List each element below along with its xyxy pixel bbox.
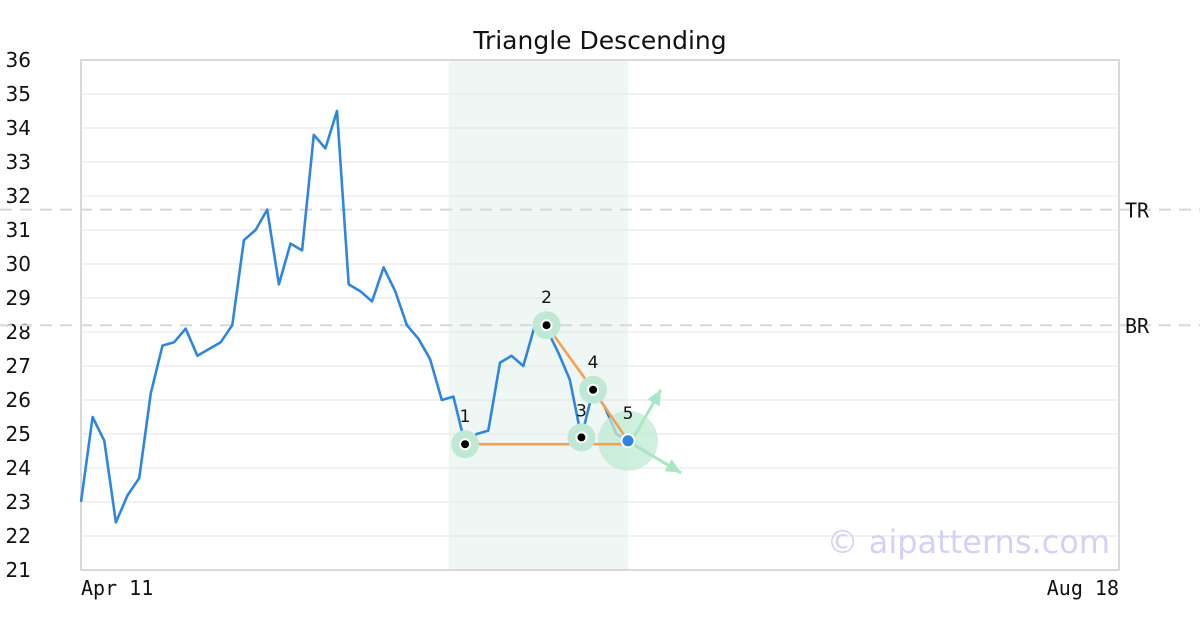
- pattern-point: [459, 438, 472, 451]
- pattern-point-label: 3: [576, 401, 587, 421]
- y-tick-label: 25: [6, 422, 31, 446]
- arrow-down-head: [664, 459, 681, 473]
- arrow-up-head: [647, 389, 661, 407]
- y-tick-label: 27: [6, 354, 31, 378]
- y-tick-label: 22: [6, 524, 31, 548]
- y-tick-label: 30: [6, 252, 31, 276]
- y-tick-label: 31: [6, 218, 31, 242]
- y-tick-label: 36: [6, 48, 31, 72]
- pattern-point-label: 5: [623, 404, 634, 424]
- pattern-point: [575, 431, 588, 444]
- y-tick-label: 26: [6, 388, 31, 412]
- reference-line-label: BR: [1125, 314, 1150, 338]
- y-axis-ticks: 21 22 23 24 25 26 27 28 29 30 31 32 33 34 35 36: [6, 48, 31, 582]
- y-tick-label: 35: [6, 82, 31, 106]
- pattern-point-label: 4: [588, 353, 599, 373]
- reference-lines: TR BR: [0, 199, 1200, 338]
- y-tick-label: 23: [6, 490, 31, 514]
- y-tick-label: 28: [6, 320, 31, 344]
- pattern-point: [540, 319, 553, 332]
- y-tick-label: 33: [6, 150, 31, 174]
- pattern-point-label: 2: [541, 288, 552, 308]
- pattern-overlay: 1 2 3 4 5: [451, 288, 682, 475]
- x-tick-label-start: Apr 11: [81, 576, 153, 600]
- pattern-point: [620, 433, 636, 449]
- chart-title: Triangle Descending: [472, 26, 726, 55]
- reference-line-label: TR: [1125, 199, 1150, 223]
- y-tick-label: 29: [6, 286, 31, 310]
- x-tick-label-end: Aug 18: [1047, 576, 1119, 600]
- y-tick-label: 32: [6, 184, 31, 208]
- y-tick-label: 21: [6, 558, 31, 582]
- pattern-point-label: 1: [460, 407, 471, 427]
- y-tick-label: 24: [6, 456, 31, 480]
- plot-frame: [80, 59, 1120, 571]
- y-tick-label: 34: [6, 116, 31, 140]
- watermark: © aipatterns.com: [827, 523, 1110, 561]
- grid: [81, 59, 1119, 571]
- pattern-point: [587, 383, 600, 396]
